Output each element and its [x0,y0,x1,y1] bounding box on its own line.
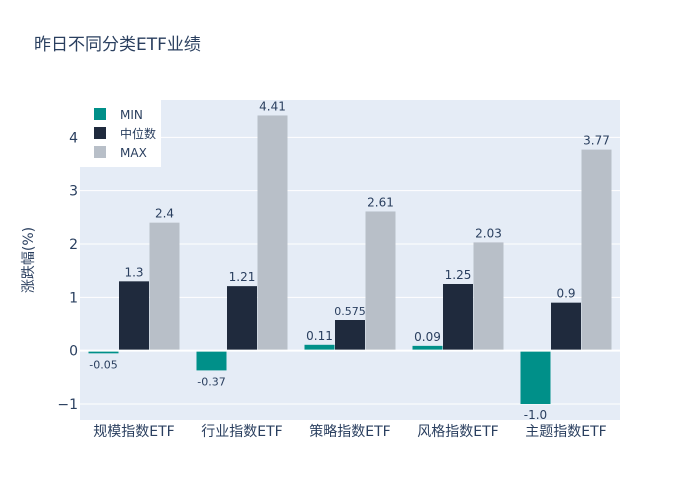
data-label: 1.3 [124,265,143,279]
data-label: 1.21 [229,270,256,284]
x-tick-label: 策略指数ETF [309,423,390,440]
bar-max[interactable] [257,115,288,351]
bar-min[interactable] [304,344,335,351]
data-label: 4.41 [259,99,286,113]
legend-label: 中位数 [120,126,156,141]
data-label: -0.05 [89,358,117,371]
y-tick-label: 2 [69,237,78,253]
data-label: 0.11 [306,329,333,343]
legend[interactable]: MIN 中位数 MAX [80,100,161,167]
y-tick-label: 3 [69,184,78,200]
y-tick-label: −1 [57,397,78,413]
bar-min[interactable] [88,350,119,354]
y-axis-label: 涨跌幅(%) [21,227,37,293]
x-tick-label: 行业指数ETF [201,424,282,440]
data-label: 3.77 [583,134,610,148]
x-tick-label: 规模指数ETF [93,424,174,440]
bar-max[interactable] [149,222,180,351]
legend-label: MIN [120,108,143,122]
data-label: 2.4 [155,207,174,221]
bars [88,115,612,404]
legend-box [80,100,161,167]
data-labels: -0.05 -0.37 0.11 0.09 -1.0 1.3 1.21 0.575 1.25 0.… [89,99,610,422]
legend-item[interactable]: 中位数 [94,126,156,141]
legend-label: MAX [120,146,147,160]
bar-min[interactable] [520,350,551,404]
y-tick-label: 4 [69,130,78,146]
data-label: 0.9 [556,287,575,301]
bar-max[interactable] [365,211,396,351]
legend-swatch [94,146,106,158]
data-label: 2.03 [475,226,502,240]
bar-min[interactable] [196,350,227,371]
legend-item[interactable]: MIN [94,108,143,122]
bar-median[interactable] [227,286,257,351]
legend-item[interactable]: MAX [94,146,147,160]
legend-swatch [94,108,106,120]
y-tick-label: 0 [69,344,78,360]
bar-median[interactable] [335,320,365,351]
data-label: 0.575 [334,305,366,318]
y-tick-label: 1 [69,290,78,306]
data-label: -0.37 [197,375,225,388]
bar-max[interactable] [581,149,612,351]
chart-title: 昨日不同分类ETF业绩 [34,35,201,55]
bar-median[interactable] [551,302,581,351]
x-tick-label: 主题指数ETF [525,424,606,440]
bar-median[interactable] [443,284,473,351]
x-axis-ticks: 规模指数ETF 行业指数ETF 策略指数ETF 风格指数ETF 主题指数ETF [93,423,606,440]
y-axis-ticks: −1 0 1 2 3 4 [57,130,78,413]
data-label: -1.0 [524,408,547,422]
bar-max[interactable] [473,242,504,351]
bar-median[interactable] [119,281,149,351]
data-label: 2.61 [367,195,394,209]
bar-min[interactable] [412,345,443,351]
legend-swatch [94,127,106,139]
x-tick-label: 风格指数ETF [417,424,498,440]
data-label: 0.09 [414,330,441,344]
data-label: 1.25 [445,268,472,282]
